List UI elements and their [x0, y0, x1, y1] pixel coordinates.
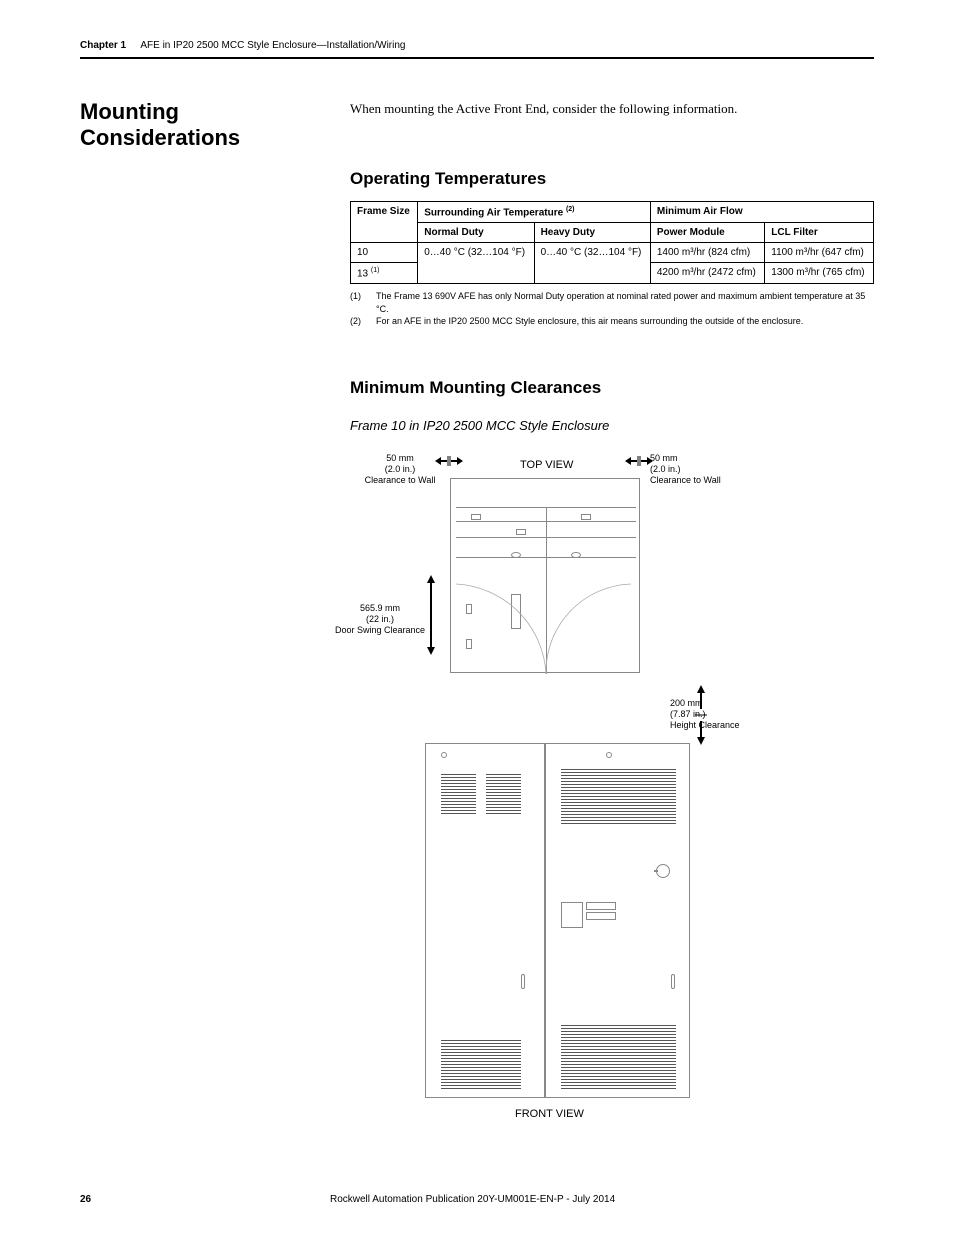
- label-top-view: TOP VIEW: [520, 459, 573, 472]
- clearances-heading: Minimum Mounting Clearances: [350, 378, 874, 398]
- intro-text: When mounting the Active Front End, cons…: [350, 99, 874, 119]
- th-lcl-filter: LCL Filter: [765, 222, 874, 242]
- arrow-icon: [435, 456, 463, 466]
- footnote-num: (2): [350, 315, 368, 328]
- temps-heading: Operating Temperatures: [350, 169, 874, 189]
- th-normal-duty: Normal Duty: [418, 222, 534, 242]
- arrow-icon: [695, 685, 707, 745]
- top-view-enclosure: [450, 478, 640, 673]
- cell-frame: 13 (1): [351, 262, 418, 283]
- cell-power: 1400 m³/hr (824 cfm): [650, 242, 764, 262]
- front-view-right-cabinet: [545, 743, 690, 1098]
- cell-frame: 10: [351, 242, 418, 262]
- page-number: 26: [80, 1194, 91, 1205]
- cell-lcl: 1300 m³/hr (765 cfm): [765, 262, 874, 283]
- temps-table: Frame Size Surrounding Air Temperature (…: [350, 201, 874, 285]
- label-clearance-right: 50 mm (2.0 in.) Clearance to Wall: [650, 453, 730, 485]
- header-title: AFE in IP20 2500 MCC Style Enclosure—Ins…: [140, 40, 405, 51]
- cell-power: 4200 m³/hr (2472 cfm): [650, 262, 764, 283]
- label-door-swing: 565.9 mm (22 in.) Door Swing Clearance: [330, 603, 430, 635]
- label-front-view: FRONT VIEW: [515, 1108, 584, 1121]
- clearance-diagram: 50 mm (2.0 in.) Clearance to Wall TOP VI…: [340, 453, 860, 1133]
- arrow-icon: [625, 456, 653, 466]
- cell-heavy: 0…40 °C (32…104 °F): [534, 242, 650, 283]
- th-heavy-duty: Heavy Duty: [534, 222, 650, 242]
- chapter-label: Chapter 1: [80, 40, 126, 51]
- arrow-icon: [425, 575, 437, 655]
- footnote-text: The Frame 13 690V AFE has only Normal Du…: [376, 290, 874, 315]
- th-frame-size: Frame Size: [351, 201, 418, 242]
- table-header-row-1: Frame Size Surrounding Air Temperature (…: [351, 201, 874, 222]
- main-heading: Mounting Considerations: [80, 99, 310, 151]
- publication-info: Rockwell Automation Publication 20Y-UM00…: [330, 1194, 615, 1205]
- th-surrounding-air: Surrounding Air Temperature (2): [418, 201, 651, 222]
- th-min-air-flow: Minimum Air Flow: [650, 201, 873, 222]
- label-height-clearance: 200 mm (7.87 in.) Height Clearance: [670, 698, 755, 730]
- footnotes: (1) The Frame 13 690V AFE has only Norma…: [350, 290, 874, 328]
- page-footer: 26 Rockwell Automation Publication 20Y-U…: [0, 1194, 954, 1205]
- front-view-left-cabinet: [425, 743, 545, 1098]
- page-header: Chapter 1 AFE in IP20 2500 MCC Style Enc…: [80, 40, 874, 59]
- footnote-text: For an AFE in the IP20 2500 MCC Style en…: [376, 315, 803, 328]
- footnote-num: (1): [350, 290, 368, 315]
- cell-normal: 0…40 °C (32…104 °F): [418, 242, 534, 283]
- cell-lcl: 1100 m³/hr (647 cfm): [765, 242, 874, 262]
- table-header-row-2: Normal Duty Heavy Duty Power Module LCL …: [351, 222, 874, 242]
- table-row: 10 0…40 °C (32…104 °F) 0…40 °C (32…104 °…: [351, 242, 874, 262]
- clearances-caption: Frame 10 in IP20 2500 MCC Style Enclosur…: [350, 418, 874, 433]
- th-power-module: Power Module: [650, 222, 764, 242]
- label-clearance-left: 50 mm (2.0 in.) Clearance to Wall: [360, 453, 440, 485]
